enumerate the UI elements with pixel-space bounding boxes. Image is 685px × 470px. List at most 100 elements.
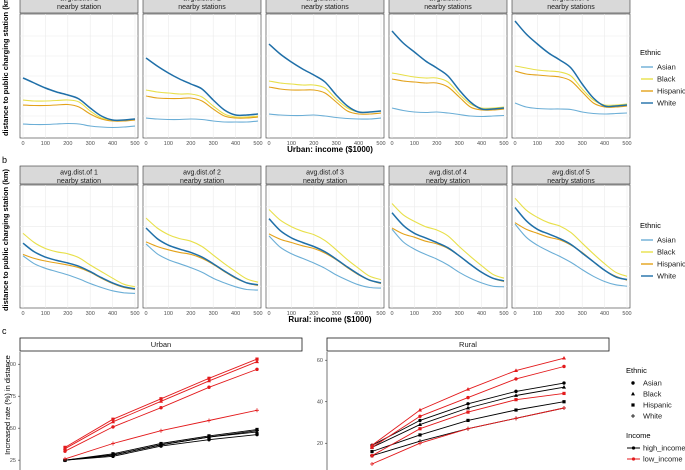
c-point xyxy=(159,399,163,403)
c-point xyxy=(63,449,67,453)
b-strip-label: avg.dist.of 4 xyxy=(429,170,467,177)
c-series-asian-low_income xyxy=(64,368,258,452)
b-series-black xyxy=(514,197,628,277)
a-strip-label: nearby stations xyxy=(547,4,595,11)
b-xtick-label: 0 xyxy=(267,311,270,317)
b-xtick-label: 500 xyxy=(253,311,262,317)
c-ytick-label: 60 xyxy=(317,358,323,364)
b-strip xyxy=(142,165,262,185)
a-strip-label: avg.dist.of 4 xyxy=(429,0,467,3)
b-xtick-label: 100 xyxy=(533,311,542,317)
a-xtick-label: 300 xyxy=(578,141,587,147)
b-series-asian xyxy=(514,223,628,287)
c-point xyxy=(418,433,422,437)
c-ytick-label: 50 xyxy=(10,426,16,432)
c-point xyxy=(370,454,374,458)
panel-c-label: c xyxy=(2,326,7,336)
b-xtick-label: 0 xyxy=(390,311,393,317)
a-series-hispanic xyxy=(514,70,628,108)
c-point xyxy=(255,357,259,361)
b-series-black xyxy=(22,232,136,288)
c-point xyxy=(370,449,374,454)
c-point xyxy=(514,368,518,373)
b-strip-label: avg.dist.of 3 xyxy=(306,170,344,177)
a-series-black xyxy=(514,65,628,106)
a-xtick-label: 200 xyxy=(309,141,318,147)
legend-c-label-hispanic: Hispanic xyxy=(643,401,672,410)
b-strip-label: avg.dist.of 5 xyxy=(552,170,590,177)
a-series-asian xyxy=(391,107,505,118)
a-xtick-label: 100 xyxy=(287,141,296,147)
a-series-white xyxy=(22,77,136,122)
c-point xyxy=(418,427,422,431)
a-xtick-label: 300 xyxy=(86,141,95,147)
legend-c-label-asian: Asian xyxy=(643,379,662,388)
a-xtick-label: 200 xyxy=(186,141,195,147)
a-series-asian xyxy=(22,122,136,129)
legend-c-key-dot-low_income xyxy=(631,457,636,461)
b-strip-label: avg.dist.of 2 xyxy=(183,170,221,177)
b-xtick-label: 0 xyxy=(513,311,516,317)
c-point xyxy=(514,377,518,381)
c-strip-label: Rural xyxy=(459,340,477,349)
legend-b-label-white: White xyxy=(657,272,676,281)
a-series-black xyxy=(391,72,505,109)
b-series-asian xyxy=(268,235,382,289)
panel-c: Urban 25 50 75 100 Rural 20 40 60 xyxy=(7,337,610,470)
c-point xyxy=(466,410,470,414)
c-point xyxy=(207,376,211,380)
a-series-asian xyxy=(145,117,259,123)
b-xtick-label: 400 xyxy=(231,311,240,317)
b-series-black xyxy=(268,209,382,281)
b-xtick-label: 200 xyxy=(432,311,441,317)
legend-a-label-asian: Asian xyxy=(657,63,676,72)
b-strip-label: nearby station xyxy=(57,178,101,185)
a-xtick-label: 300 xyxy=(455,141,464,147)
c-facet-rural: Rural 20 40 60 xyxy=(317,337,610,470)
c-ytick-label: 75 xyxy=(10,394,16,400)
a-series-black xyxy=(145,89,259,118)
c-point xyxy=(418,422,422,426)
legend-c-key-dot-high_income xyxy=(631,446,636,450)
a-xtick-label: 100 xyxy=(41,141,50,147)
c-strip xyxy=(19,337,303,352)
panel-b-label: b xyxy=(2,155,7,165)
b-strip-label: nearby station xyxy=(426,178,470,185)
c-point xyxy=(111,417,115,421)
legend-c-key-black xyxy=(631,391,635,396)
b-xtick-label: 500 xyxy=(622,311,631,317)
a-xtick-label: 400 xyxy=(231,141,240,147)
a-series-white xyxy=(145,57,259,117)
c-point xyxy=(514,393,518,397)
a-xtick-label: 500 xyxy=(622,141,631,147)
c-ytick-label: 25 xyxy=(10,458,16,464)
c-point xyxy=(370,443,374,447)
b-xtick-label: 500 xyxy=(130,311,139,317)
a-strip-label: nearby stations xyxy=(424,4,472,11)
b-series-asian xyxy=(22,255,136,294)
c-point xyxy=(562,385,566,389)
a-xtick-label: 100 xyxy=(533,141,542,147)
legend-a: Ethnic Asian Black Hispanic White xyxy=(640,48,685,108)
legend-c: Ethnic Asian Black Hispanic White Income hi… xyxy=(626,366,685,464)
b-series-black xyxy=(391,203,505,279)
c-point xyxy=(466,405,470,410)
a-xtick-label: 200 xyxy=(432,141,441,147)
b-xtick-label: 300 xyxy=(86,311,95,317)
a-strip-label: nearby station xyxy=(57,4,101,11)
b-strip xyxy=(265,165,385,185)
a-series-hispanic xyxy=(145,95,259,119)
a-strip-label: nearby stations xyxy=(301,4,349,11)
a-xtick-label: 0 xyxy=(21,141,24,147)
b-xtick-label: 300 xyxy=(209,311,218,317)
panel-a-xlabel: Urban: income ($1000) xyxy=(287,145,373,154)
b-strip xyxy=(19,165,139,185)
a-series-hispanic xyxy=(268,86,382,115)
c-point xyxy=(466,395,470,400)
b-xtick-label: 100 xyxy=(41,311,50,317)
c-point xyxy=(63,445,67,449)
